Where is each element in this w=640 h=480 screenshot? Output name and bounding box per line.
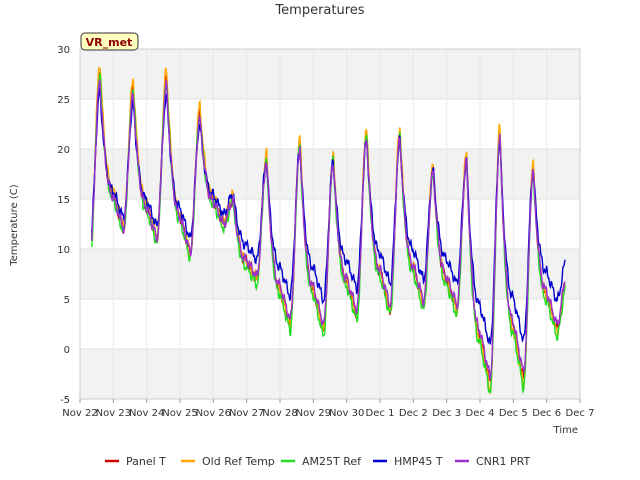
x-tick-label: Nov 27 [229, 408, 264, 419]
y-axis-label: Temperature (C) [9, 184, 20, 266]
background-band [80, 349, 580, 399]
x-tick-label: Nov 22 [62, 408, 97, 419]
annotation-badge-text: VR_met [86, 36, 133, 49]
chart-title: Temperatures [274, 3, 364, 18]
x-tick-label: Dec 5 [499, 408, 528, 419]
legend-label: HMP45 T [394, 455, 443, 468]
x-tick-label: Nov 23 [96, 408, 131, 419]
y-tick-label: 0 [64, 345, 70, 356]
plot-frame [79, 48, 581, 400]
y-tick-label: 20 [57, 145, 70, 156]
y-tick-label: 15 [57, 195, 70, 206]
x-tick-label: Nov 30 [329, 408, 364, 419]
series-line-cnr1-prt [91, 79, 566, 380]
x-tick-label: Dec 2 [399, 408, 428, 419]
y-tick-label: -5 [60, 395, 70, 406]
legend-label: CNR1 PRT [476, 455, 531, 468]
y-tick-label: 25 [57, 95, 70, 106]
x-tick-label: Nov 29 [296, 408, 331, 419]
x-tick-label: Nov 25 [162, 408, 197, 419]
x-tick-label: Nov 26 [196, 408, 231, 419]
legend: Panel T Old Ref Temp AM25T Ref HMP45 T CNR1 … [105, 455, 531, 468]
x-tick-label: Dec 3 [432, 408, 461, 419]
annotation-badge: VR_met [80, 32, 139, 51]
legend-label: Old Ref Temp [202, 455, 275, 468]
y-tick-label: 10 [57, 245, 70, 256]
legend-label: AM25T Ref [302, 455, 362, 468]
background-band [80, 249, 580, 299]
x-tick-label: Nov 24 [129, 408, 164, 419]
annotation-badge-box [80, 32, 139, 51]
series-lines [91, 66, 566, 396]
x-axis-label: Time [553, 425, 578, 436]
y-axis-ticks: -5 0 5 10 15 20 25 30 [57, 45, 70, 406]
x-tick-label: Dec 4 [466, 408, 495, 419]
background-band [80, 49, 580, 99]
x-tick-label: Dec 1 [366, 408, 395, 419]
y-tick-label: 30 [57, 45, 70, 56]
x-tick-label: Dec 6 [532, 408, 561, 419]
x-tick-label: Nov 28 [262, 408, 297, 419]
x-tick-label: Dec 7 [566, 408, 595, 419]
y-tick-label: 5 [64, 295, 70, 306]
legend-label: Panel T [126, 455, 166, 468]
